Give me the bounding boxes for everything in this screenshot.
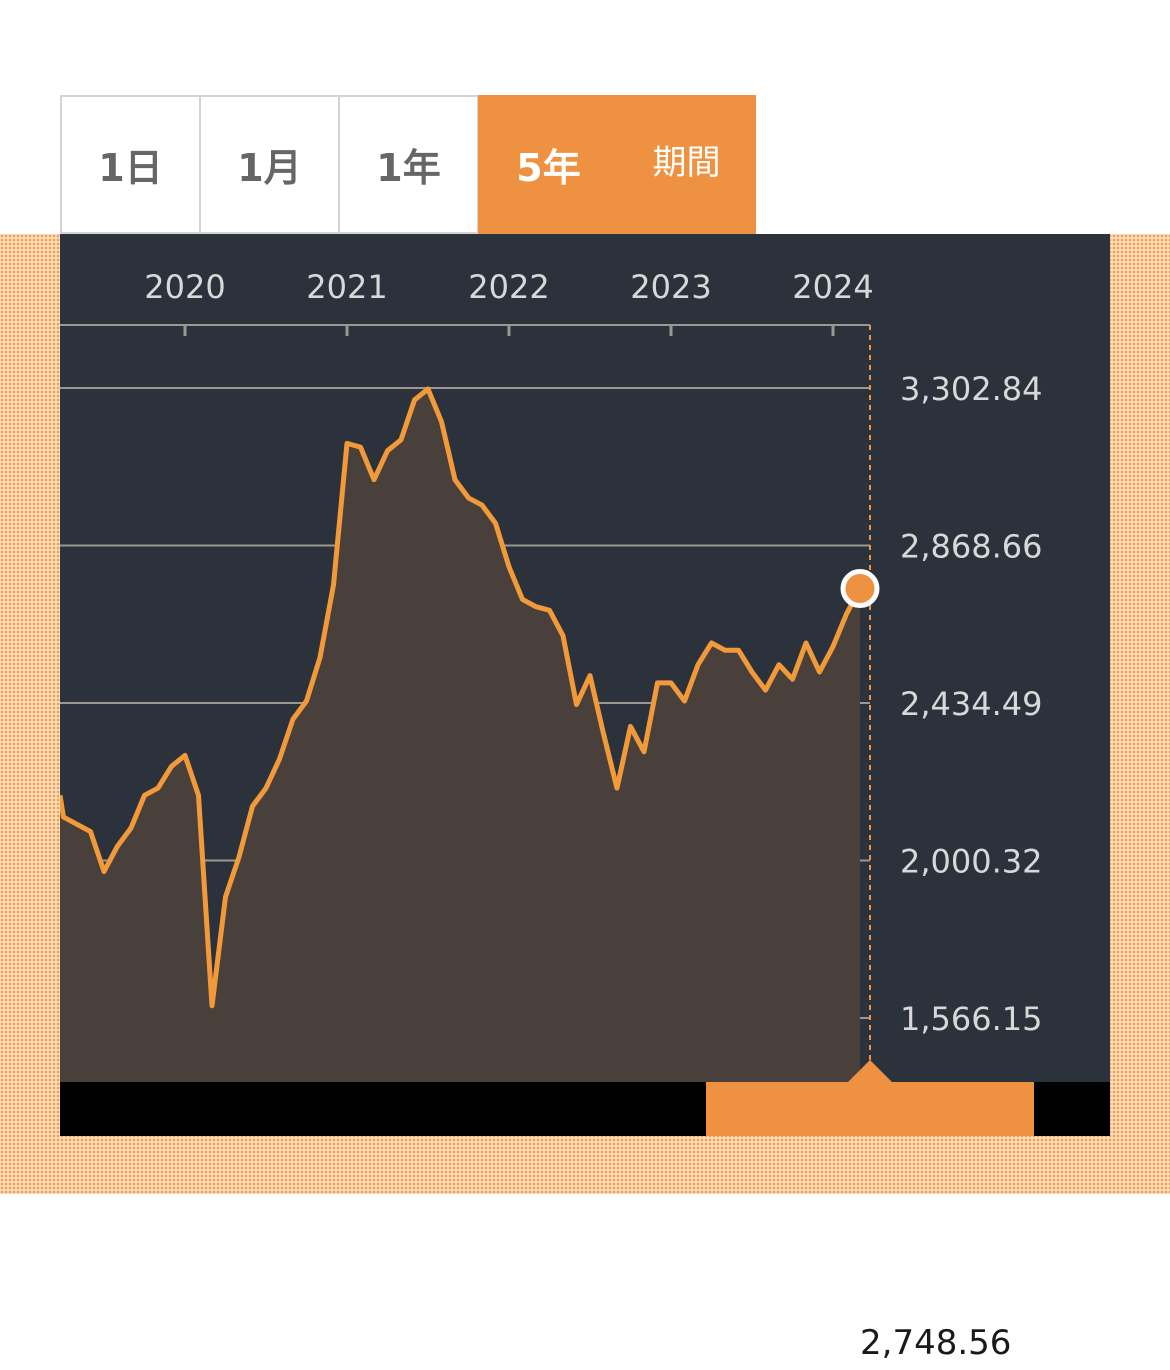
y-tick-label: 2,000.32 — [900, 843, 1043, 881]
readout-value: 2,748.56 — [860, 1323, 1012, 1363]
chart-panel: 2020 2021 2022 2023 2024 3,302.84 2,868.66 2,4… — [57, 234, 1110, 1363]
tab-5-year[interactable]: 5年 — [478, 95, 619, 234]
price-chart: 2020 2021 2022 2023 2024 3,302.84 2,868.66 2,4… — [57, 234, 1110, 1136]
y-tick-label: 2,434.49 — [900, 685, 1043, 723]
x-tick-label: 2020 — [144, 268, 225, 306]
x-tick-label: 2024 — [792, 268, 873, 306]
y-tick-label: 1,566.15 — [900, 1000, 1043, 1038]
current-point-marker[interactable] — [840, 569, 880, 609]
x-axis-ticks: 2020 2021 2022 2023 2024 — [144, 268, 874, 336]
price-area — [60, 389, 860, 1082]
x-tick-label: 2021 — [306, 268, 387, 306]
readout-box — [706, 1082, 1034, 1136]
y-tick-label: 2,868.66 — [900, 528, 1043, 566]
y-axis-labels: 3,302.84 2,868.66 2,434.49 2,000.32 1,566.15 — [900, 370, 1043, 1038]
x-tick-label: 2022 — [468, 268, 549, 306]
price-line — [57, 386, 863, 1009]
readout-pointer — [848, 1060, 892, 1082]
x-tick-label: 2023 — [630, 268, 711, 306]
tab-period[interactable]: 期間 — [617, 95, 756, 234]
y-tick-label: 3,302.84 — [900, 370, 1043, 408]
tab-1-day[interactable]: 1日 — [60, 95, 201, 234]
readout-date: 03/22 — [720, 1323, 818, 1363]
tab-1-year[interactable]: 1年 — [338, 95, 479, 234]
period-tabs: 1日 1月 1年 5年 期間 — [60, 95, 756, 234]
tab-1-month[interactable]: 1月 — [199, 95, 340, 234]
